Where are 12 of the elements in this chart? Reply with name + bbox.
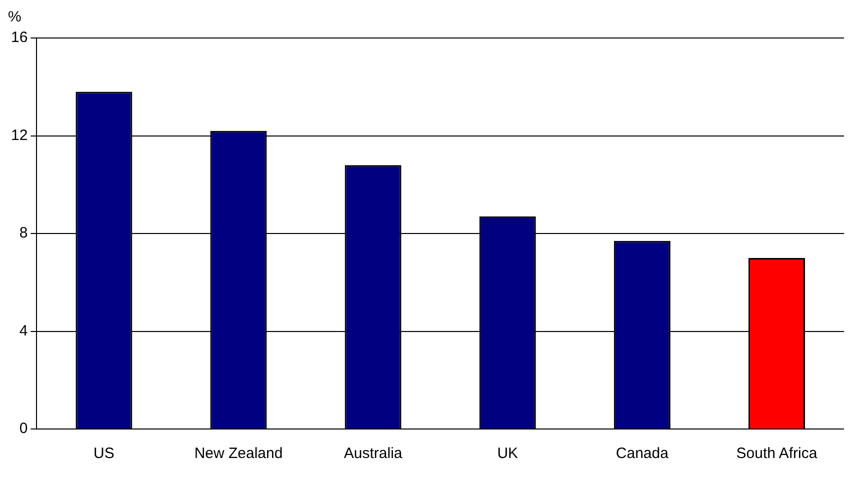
x-tick-label: US [94, 445, 114, 462]
x-tick-label: Canada [616, 445, 670, 462]
x-tick-label: South Africa [736, 445, 818, 462]
y-tick-label: 16 [10, 29, 28, 46]
y-tick-label: 0 [19, 420, 28, 438]
y-tick-label: 8 [19, 224, 28, 242]
x-tick-label: Australia [344, 445, 403, 462]
x-tick-label: New Zealand [194, 445, 283, 462]
y-axis-title: % [8, 8, 22, 26]
y-tick-label: 12 [10, 126, 28, 144]
x-tick-label: UK [497, 445, 518, 462]
y-tick-label: 4 [19, 322, 28, 340]
